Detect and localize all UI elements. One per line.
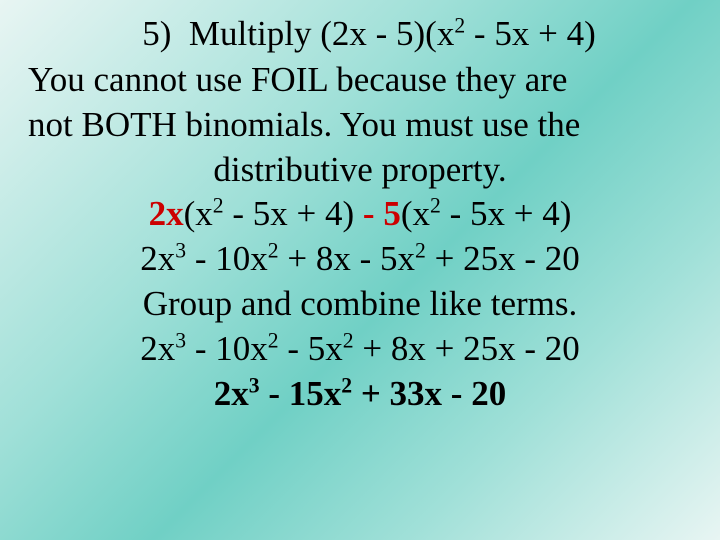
e-t4: + 25x - 20 (426, 239, 580, 278)
final-answer: 2x3 - 15x2 + 33x - 20 (28, 372, 692, 417)
paren1-sup: 2 (213, 194, 224, 218)
g-s2: 2 (268, 328, 279, 352)
title-expr-sup: 2 (454, 13, 465, 37)
g-t3: - 5x (279, 329, 343, 368)
title-word: Multiply (189, 14, 312, 53)
e-t1: 2x (140, 239, 175, 278)
a-t1: 2x (214, 374, 249, 413)
e-t3: + 8x - 5x (279, 239, 415, 278)
problem-number: 5) (142, 14, 171, 53)
title-expr-before: (2x - 5)(x (320, 14, 454, 53)
explain-line-2: not BOTH binomials. You must use the (28, 103, 692, 148)
paren2-sup: 2 (430, 194, 441, 218)
expanded-step: 2x3 - 10x2 + 8x - 5x2 + 25x - 20 (28, 237, 692, 282)
g-t2: - 10x (186, 329, 268, 368)
title-label (180, 14, 189, 53)
slide: 5) Multiply (2x - 5)(x2 - 5x + 4) You ca… (28, 14, 692, 526)
g-s3: 2 (343, 328, 354, 352)
g-t1: 2x (140, 329, 175, 368)
a-s1: 3 (249, 373, 260, 397)
grouped-step: 2x3 - 10x2 - 5x2 + 8x + 25x - 20 (28, 327, 692, 372)
explain-combine: Group and combine like terms. (28, 282, 692, 327)
term-5: 5 (383, 194, 401, 233)
a-t2: - 15x (260, 374, 342, 413)
g-t4: + 8x + 25x - 20 (354, 329, 580, 368)
paren1-rest: - 5x + 4) (224, 194, 355, 233)
g-s1: 3 (175, 328, 186, 352)
problem-title: 5) Multiply (2x - 5)(x2 - 5x + 4) (28, 14, 692, 54)
distributive-step: 2x(x2 - 5x + 4) - 5(x2 - 5x + 4) (28, 192, 692, 237)
e-t2: - 10x (186, 239, 268, 278)
paren2-rest: - 5x + 4) (441, 194, 572, 233)
e-s2: 2 (268, 239, 279, 263)
minus-sign: - (354, 194, 383, 233)
title-expr-after: - 5x + 4) (465, 14, 596, 53)
paren1-open: (x (184, 194, 213, 233)
explain-line-1: You cannot use FOIL because they are (28, 58, 692, 103)
paren2-open: (x (401, 194, 430, 233)
a-s2: 2 (341, 373, 352, 397)
explain-line-3: distributive property. (28, 148, 692, 193)
term-2x: 2x (149, 194, 184, 233)
e-s3: 2 (415, 239, 426, 263)
e-s1: 3 (175, 239, 186, 263)
a-t3: + 33x - 20 (352, 374, 506, 413)
